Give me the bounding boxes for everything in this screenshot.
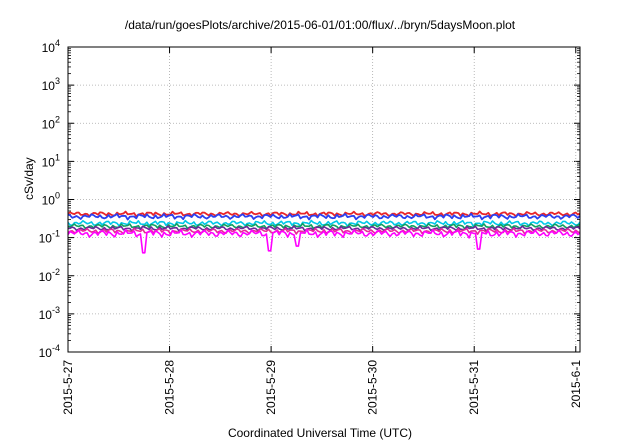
y-tick-exponent: -1 xyxy=(52,229,60,239)
y-tick-label: 103 xyxy=(42,76,60,93)
x-tick-label: 2015-5-31 xyxy=(467,360,481,415)
series-line xyxy=(67,227,581,235)
y-tick-label: 10-4 xyxy=(39,343,60,360)
x-tick-label: 2015-5-29 xyxy=(264,360,278,415)
x-tick-label: 2015-6-1 xyxy=(569,360,583,408)
y-tick-label: 10-2 xyxy=(39,267,60,284)
y-tick-exponent: -3 xyxy=(52,305,60,315)
y-tick-exponent: 2 xyxy=(55,114,60,124)
plot-frame xyxy=(67,46,581,353)
y-tick-exponent: 0 xyxy=(55,191,60,201)
y-tick-label: 101 xyxy=(42,152,60,169)
series-line xyxy=(67,212,581,221)
y-tick-label: 104 xyxy=(42,38,60,55)
x-axis-label: Coordinated Universal Time (UTC) xyxy=(227,426,413,440)
x-tick-label: 2015-5-30 xyxy=(366,360,380,415)
y-tick-label: 102 xyxy=(42,114,60,131)
y-tick-exponent: -4 xyxy=(52,343,60,353)
y-tick-exponent: -2 xyxy=(52,267,60,277)
y-tick-exponent: 1 xyxy=(55,152,60,162)
y-tick-label: 100 xyxy=(42,191,60,208)
y-tick-exponent: 3 xyxy=(55,76,60,86)
y-tick-exponent: 4 xyxy=(55,38,60,48)
y-tick-label: 10-3 xyxy=(39,305,60,322)
y-tick-label: 10-1 xyxy=(39,229,60,246)
series-line xyxy=(67,228,581,254)
x-tick-label: 2015-5-27 xyxy=(61,360,75,415)
series-line xyxy=(67,225,581,232)
chart-title: /data/run/goesPlots/archive/2015-06-01/0… xyxy=(124,18,516,32)
x-tick-label: 2015-5-28 xyxy=(163,360,177,415)
